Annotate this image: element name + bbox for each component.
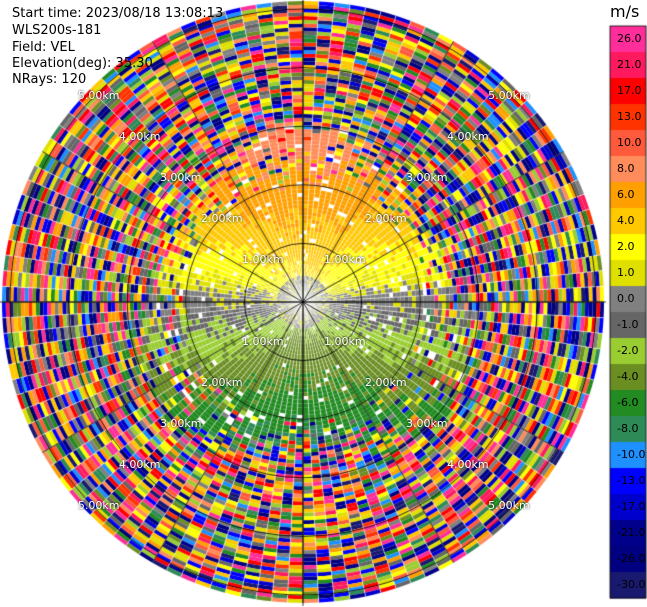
colorbar-tick-label: 0.0	[617, 292, 635, 305]
range-ring-label: 5.00km	[488, 499, 530, 513]
colorbar-tick-label: 13.0	[617, 110, 642, 123]
range-ring-label: 1.00km	[324, 335, 366, 349]
colorbar-tick-label: 1.0	[617, 266, 635, 279]
colorbar-tick-label: -4.0	[617, 370, 639, 383]
colorbar-tick-label: 21.0	[617, 58, 642, 71]
instrument-label: WLS200s-181	[12, 23, 102, 38]
range-ring-label: 1.00km	[241, 335, 284, 349]
field-label: Field: VEL	[12, 40, 75, 55]
range-ring-label: 3.00km	[406, 417, 448, 431]
colorbar-tick-label: 8.0	[617, 162, 635, 175]
range-ring-label: 5.00km	[77, 88, 120, 102]
range-ring-label: 3.00km	[406, 170, 448, 184]
colorbar-tick-label: -2.0	[617, 344, 639, 357]
range-ring-label: 5.00km	[488, 88, 530, 102]
colorbar-tick-label: -10.0	[617, 448, 646, 461]
range-ring-label: 4.00km	[118, 458, 161, 472]
range-ring-label: 3.00km	[159, 170, 202, 184]
nrays-label: NRays: 120	[12, 72, 87, 87]
colorbar-tick-label: 26.0	[617, 32, 642, 45]
range-ring-label: 3.00km	[159, 417, 202, 431]
range-ring-label: 2.00km	[365, 211, 407, 225]
colorbar-tick-label: -13.0	[617, 474, 646, 487]
range-ring-label: 4.00km	[447, 458, 489, 472]
colorbar-tick-label: 2.0	[617, 240, 635, 253]
colorbar-tick-label: -17.0	[617, 500, 646, 513]
colorbar-tick-label: -30.0	[617, 578, 646, 591]
range-ring-label: 2.00km	[365, 376, 407, 390]
colorbar-tick-label: 4.0	[617, 214, 635, 227]
colorbar-tick-label: 10.0	[617, 136, 642, 149]
colorbar-unit: m/s	[610, 2, 640, 21]
colorbar-tick-label: 6.0	[617, 188, 635, 201]
colorbar-tick-label: -1.0	[617, 318, 639, 331]
range-ring-label: 4.00km	[447, 129, 489, 143]
elevation-label: Elevation(deg): 35.30	[12, 56, 153, 71]
colorbar-tick-label: 17.0	[617, 84, 642, 97]
colorbar-tick-label: -8.0	[617, 422, 639, 435]
range-ring-label: 2.00km	[200, 376, 243, 390]
range-ring-label: 1.00km	[241, 252, 284, 266]
range-ring-label: 1.00km	[324, 252, 366, 266]
range-ring-label: 5.00km	[77, 499, 120, 513]
colorbar-tick-label: -21.0	[617, 526, 646, 539]
start-time-label: Start time: 2023/08/18 13:08:13	[12, 6, 224, 21]
range-ring-label: 4.00km	[118, 129, 161, 143]
colorbar-tick-label: -6.0	[617, 396, 639, 409]
range-ring-label: 2.00km	[200, 211, 243, 225]
colorbar-tick-label: -26.0	[617, 552, 646, 565]
